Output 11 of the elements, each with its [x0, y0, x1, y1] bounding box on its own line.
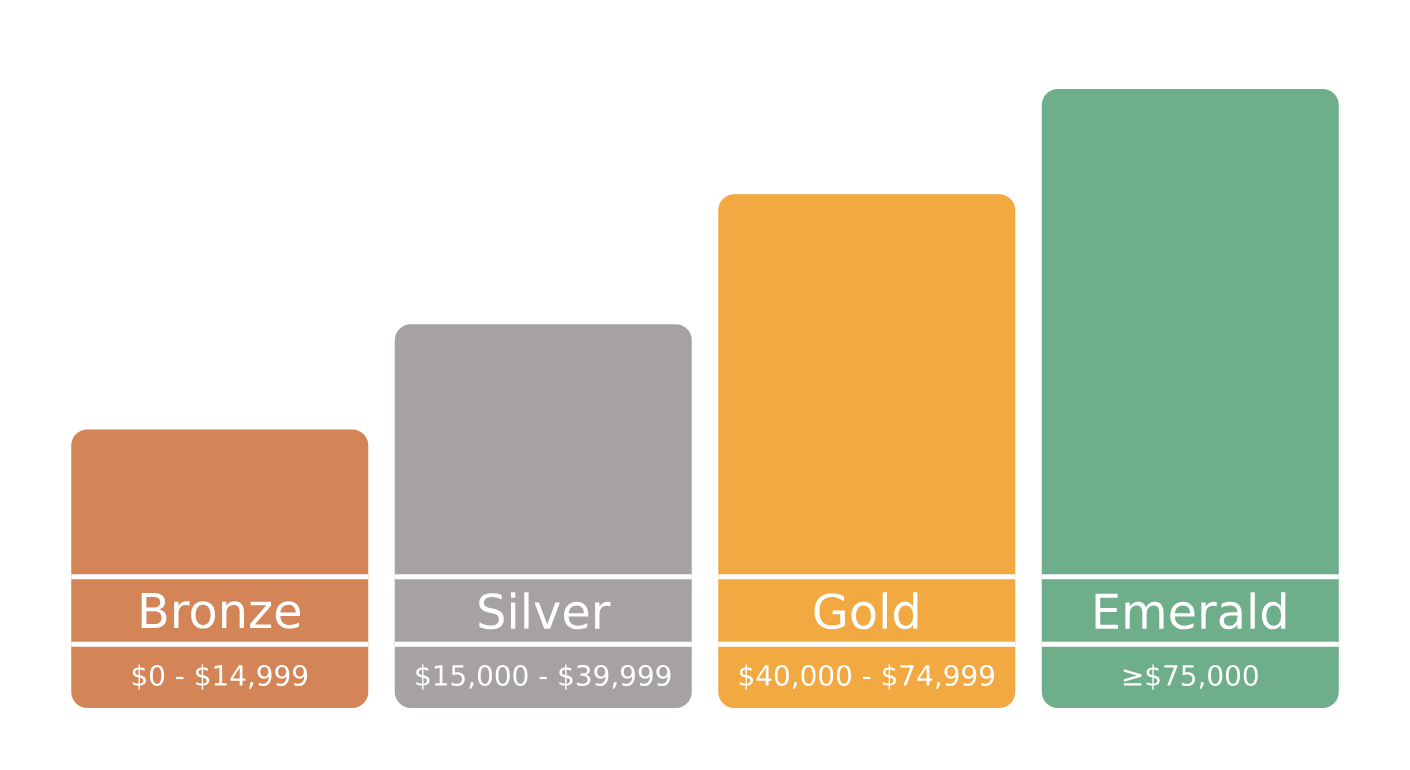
annotation: ≥$75,000: [1123, 664, 1258, 690]
annotation: $40,000 - $74,999: [739, 664, 994, 690]
x-tick-label: Bronze: [141, 593, 301, 629]
bar: [394, 324, 692, 708]
bar: [718, 194, 1016, 708]
x-tick-label: Gold: [814, 592, 918, 630]
bar: [71, 429, 369, 708]
annotation: $0 - $14,999: [132, 664, 308, 690]
x-tick-label: Emerald: [1095, 592, 1286, 630]
annotation: $15,000 - $39,999: [416, 664, 671, 690]
x-tick-label: Silver: [479, 592, 611, 630]
